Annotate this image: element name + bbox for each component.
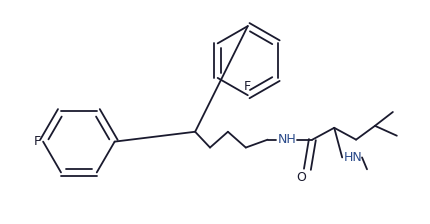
Text: O: O — [297, 171, 307, 184]
Text: HN: HN — [344, 151, 363, 164]
Text: F: F — [34, 135, 41, 148]
Text: F: F — [244, 80, 252, 93]
Text: NH: NH — [278, 133, 296, 146]
